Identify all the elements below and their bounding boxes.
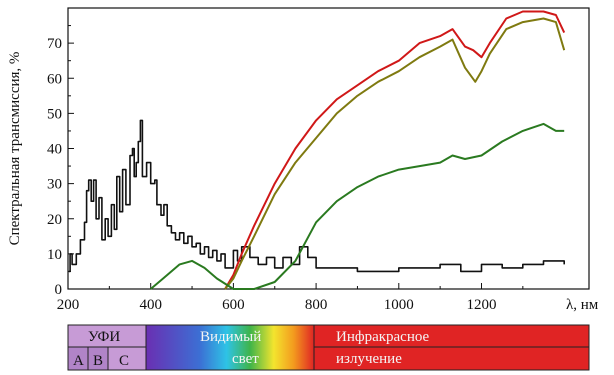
x-tick-label: 800 bbox=[305, 297, 328, 313]
x-tick-label: 1000 bbox=[384, 297, 414, 313]
series-line-3 bbox=[224, 17, 566, 290]
series-line-2 bbox=[224, 10, 566, 290]
visible-label-line1: Видимый bbox=[200, 329, 261, 345]
x-axis-label: λ, нм bbox=[566, 297, 599, 313]
y-tick-label: 70 bbox=[47, 36, 62, 52]
uv-label-b: В bbox=[93, 353, 103, 369]
axes: 200 400 600 800 1000 1200 λ, нм 0 10 20 30 40 50 60 70… bbox=[7, 7, 599, 313]
x-tick-label: 600 bbox=[222, 297, 245, 313]
plot-frame bbox=[67, 7, 590, 290]
ir-label-line1: Инфракрасное bbox=[336, 329, 430, 345]
x-tick-label: 200 bbox=[57, 297, 80, 313]
y-tick-label: 10 bbox=[47, 247, 62, 263]
series-line-1 bbox=[68, 119, 565, 273]
y-tick-label: 20 bbox=[47, 212, 62, 228]
series-group bbox=[68, 10, 566, 290]
x-tick-label: 400 bbox=[139, 297, 162, 313]
series-line-4 bbox=[150, 122, 565, 290]
y-tick-label: 60 bbox=[47, 71, 62, 87]
y-tick-label: 30 bbox=[47, 177, 62, 193]
y-tick-label: 40 bbox=[47, 142, 62, 158]
x-tick-label: 1200 bbox=[466, 297, 496, 313]
uv-label-a: А bbox=[73, 353, 84, 369]
ir-label-line2: излучение bbox=[336, 351, 402, 367]
y-tick-label: 0 bbox=[55, 282, 63, 298]
visible-region bbox=[145, 324, 315, 371]
y-tick-label: 50 bbox=[47, 106, 62, 122]
visible-label-line2: свет bbox=[232, 351, 259, 367]
uv-label-c: С bbox=[119, 353, 129, 369]
y-axis-label: Спектральная трансмиссия, % bbox=[7, 52, 23, 246]
uv-label: УФИ bbox=[88, 329, 120, 345]
spectrum-band: УФИ А В С Видимый свет Инфракрасное излу… bbox=[67, 324, 590, 371]
